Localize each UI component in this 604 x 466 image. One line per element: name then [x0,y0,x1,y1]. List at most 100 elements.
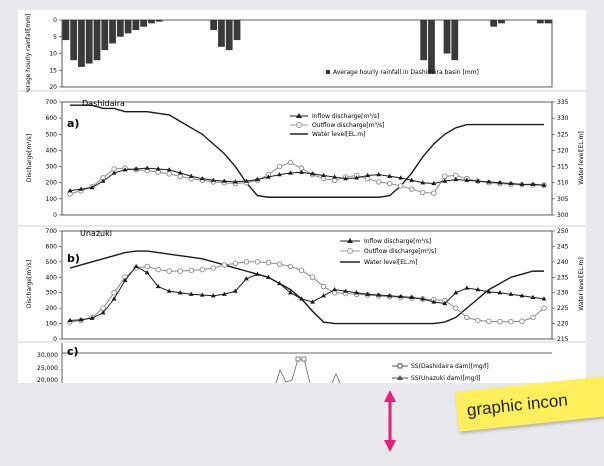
panel-b-inflow-point [299,296,304,301]
panel-b-inflow-point [541,296,547,301]
panel-a-inflow-point [464,177,470,182]
panel-b-inflow-point [464,285,470,290]
panel-a-inflow-point [199,176,205,181]
panel-a-inflow-point [442,178,448,183]
panel-b-inflow-point [199,292,205,297]
panel-b-inflow-point [133,263,139,269]
panel-b-inflow-point [100,310,106,315]
panel-a-y2tick-label: 335 [557,99,569,106]
panel-b-inflow-point [111,296,117,301]
panel-a-inflow-point [277,172,282,177]
panel-a-outflow-point [419,189,426,196]
panel-b-inflow-point [67,317,73,323]
rainfall-bar [70,20,78,61]
panel-a-outflow-point [276,163,283,170]
panel-b-outflow-point [100,305,106,311]
panel-a-inflow-point [155,166,161,171]
panel-a-legend: Inflow discharge[m³/s] Outflow discharge… [290,113,384,138]
panel-a-inflow-point [321,172,326,178]
rainfall-bar [544,20,552,24]
panel-c-bg [18,343,586,383]
panel-a-outflow-point [442,173,448,180]
panel-b-inflow-point [530,294,536,299]
panel-b-outflow-point [309,274,316,281]
panel-b-outflow-point [144,263,150,270]
panel-b-inflow-point [166,288,172,293]
panel-b-inflow-point [221,291,227,296]
panel-a-outflow-point [408,186,415,192]
panel-c-legend-unazuki: SS(Unazuki dam)[mg/l] [411,375,481,382]
rainfall-bar [85,20,93,64]
panel-b-y2tick-label: 245 [557,243,569,250]
panel-a-water-level-line [70,104,544,198]
rainfall-bar [109,20,116,44]
panel-b-axes: 0 100 200 300 400 500 600 700 215 220 225 230 235 240… [46,228,569,343]
panel-a-frame [61,101,553,216]
panel-a-y2tick-label: 305 [557,196,569,203]
rainfall-tick-label: 20 [49,84,57,91]
panel-b-ytick-label: 200 [46,305,58,312]
panel-a-bg [18,92,586,225]
panel-b-legend-outflow: Outflow discharge[m³/s] [364,248,436,255]
panel-a-inflow-point [519,181,525,186]
panel-b-legend-level: Water level[EL.m] [364,259,417,266]
panel-b-inflow-point [243,276,249,281]
rainfall-tick-label: 10 [49,51,57,58]
panel-b-outflow-point [508,318,514,325]
panel-a-inflow-point [78,186,84,191]
panel-a-ytick-label: 100 [46,196,58,203]
panel-b-outflow-point [243,259,250,265]
panel-a-inflow-point [188,173,194,178]
panel-a-inflow-point [332,174,337,179]
panel-a-axes: 0 100 200 300 400 500 600 700 300 305 310 315 320 325… [46,99,569,219]
rainfall-bar [498,20,505,24]
panel-a-label: a) [67,117,79,130]
panel-b-inflow-point [453,290,459,295]
panel-b-ytick-label: 500 [46,259,58,266]
panel-b-inflow-point [420,296,426,301]
rainfall-bar [233,20,241,41]
panel-b-inflow-point [486,289,492,294]
panel-a-inflow-point [232,179,238,184]
rainfall-bar [428,20,435,74]
panel-a-inflow-point [166,167,172,172]
panel-b-inflow-point [188,291,194,296]
panel-a-y2label: Water level[EL.m] [578,131,585,184]
panel-b-inflow-point [387,293,393,298]
rainfall-bar [124,20,132,34]
panel-b-outflow-point [188,267,195,274]
panel-b-title: Unazuki [80,229,112,238]
panel-b-ytick-label: 600 [46,243,58,250]
rainfall-bar [148,20,155,24]
panel-a-ytick-label: 400 [46,147,58,154]
panel-b-label: b) [67,252,80,265]
panel-b-inflow-point [343,288,348,293]
panel-b-outflow-point [232,260,239,267]
panel-a-inflow-point [254,176,260,182]
panel-a-outflow-point [364,175,371,182]
panel-a-outflow-point [386,180,393,187]
panel-b-series [67,250,547,325]
panel-a-y2tick-label: 300 [557,212,569,219]
panel-a-ylabel: Discharge[m³/s] [26,134,33,182]
panel-a-inflow-point [497,180,503,185]
panel-a-inflow-point [266,174,271,179]
panel-b-outflow-point [276,261,283,267]
panel-c-ytick-1: 25,000 [37,365,58,372]
panel-c-ytick-2: 20,000 [37,377,58,384]
panel-a-outflow-point [287,159,294,166]
panel-b-legend-inflow: Inflow discharge[m³/s] [364,238,431,245]
panel-b-inflow-point [519,293,525,298]
rainfall-tick-label: 15 [49,67,57,74]
panel-c-label: c) [67,345,79,358]
panel-a-inflow-point [541,182,547,187]
panel-b-outflow-point [519,318,525,325]
panel-a-ytick-label: 300 [46,164,58,171]
panel-a-legend-outflow: Outflow discharge[m³/s] [312,122,384,129]
panel-a-inflow-point [387,173,393,178]
panel-b-inflow-point [144,270,150,275]
panel-a-inflow-point [100,178,106,183]
panel-a-y2tick-label: 320 [557,147,569,154]
panel-b-inflow-point [266,274,271,279]
